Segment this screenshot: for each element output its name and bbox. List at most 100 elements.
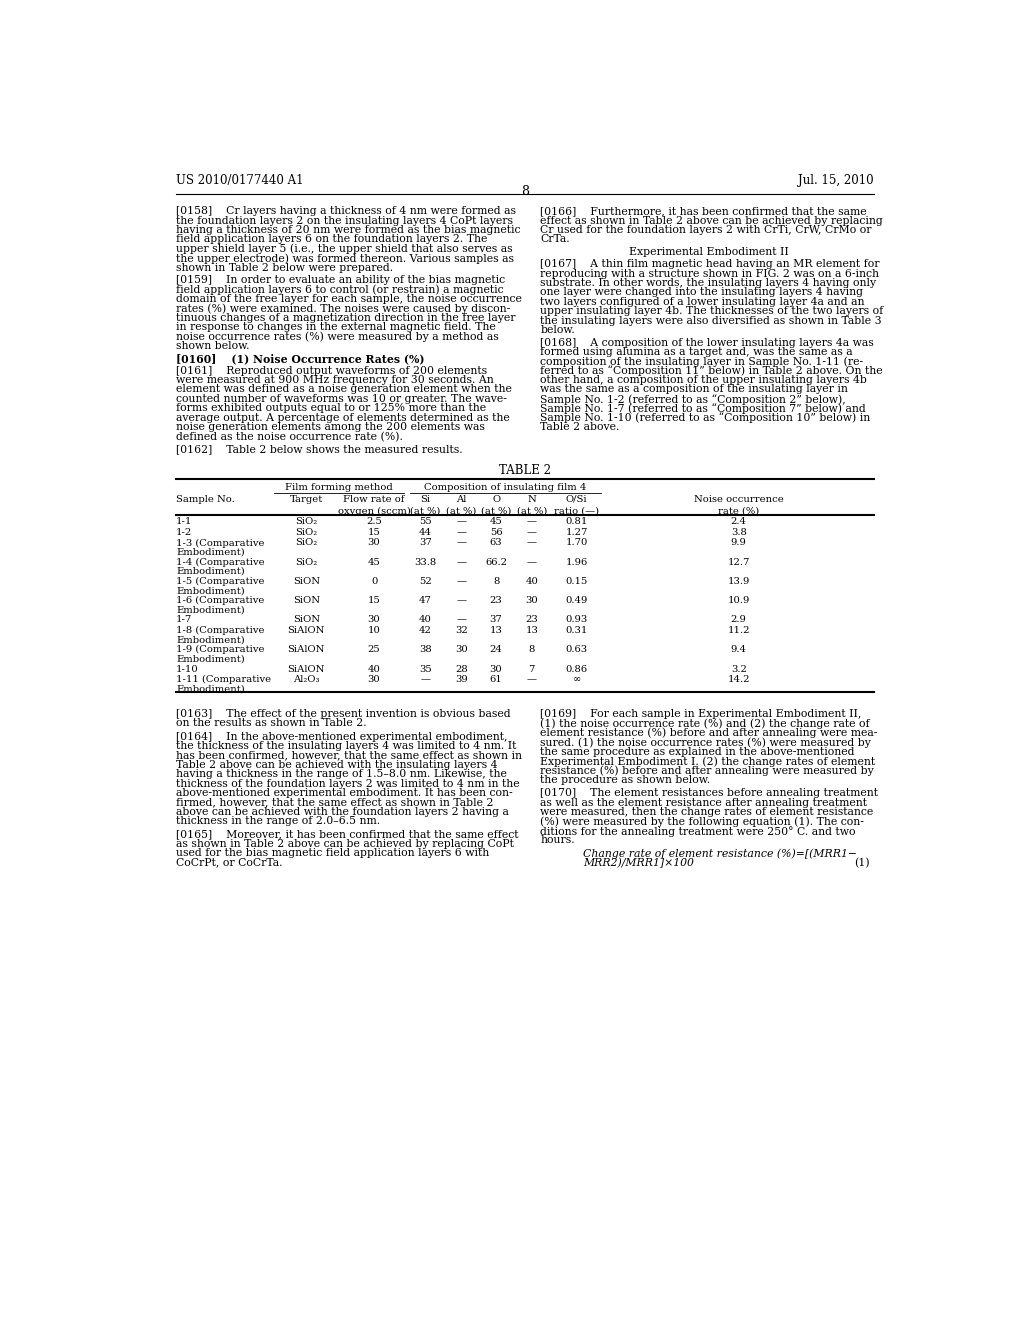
Text: 30: 30 [489,664,503,673]
Text: on the results as shown in Table 2.: on the results as shown in Table 2. [176,718,367,729]
Text: [0164]    In the above-mentioned experimental embodiment,: [0164] In the above-mentioned experiment… [176,731,508,742]
Text: thickness of the foundation layers 2 was limited to 4 nm in the: thickness of the foundation layers 2 was… [176,779,519,789]
Text: —: — [457,558,466,566]
Text: 40: 40 [419,615,432,624]
Text: Embodiment): Embodiment) [176,655,245,664]
Text: 25: 25 [368,645,381,655]
Text: 0.81: 0.81 [565,517,588,527]
Text: SiO₂: SiO₂ [295,528,317,537]
Text: O/Si
ratio (—): O/Si ratio (—) [554,495,599,515]
Text: 33.8: 33.8 [415,558,436,566]
Text: was the same as a composition of the insulating layer in: was the same as a composition of the ins… [541,384,848,395]
Text: N
(at %): N (at %) [516,495,547,515]
Text: SiO₂: SiO₂ [295,539,317,548]
Text: Table 2 above can be achieved with the insulating layers 4: Table 2 above can be achieved with the i… [176,760,498,770]
Text: 1-6 (Comparative: 1-6 (Comparative [176,597,264,606]
Text: 52: 52 [419,577,432,586]
Text: [0166]    Furthermore, it has been confirmed that the same: [0166] Furthermore, it has been confirme… [541,206,867,216]
Text: 44: 44 [419,528,432,537]
Text: having a thickness in the range of 1.5–8.0 nm. Likewise, the: having a thickness in the range of 1.5–8… [176,770,507,779]
Text: —: — [457,528,466,537]
Text: 45: 45 [368,558,381,566]
Text: in response to changes in the external magnetic field. The: in response to changes in the external m… [176,322,496,331]
Text: 8: 8 [493,577,500,586]
Text: (1): (1) [854,858,869,869]
Text: ∞: ∞ [572,676,581,684]
Text: rates (%) were examined. The noises were caused by discon-: rates (%) were examined. The noises were… [176,304,510,314]
Text: noise generation elements among the 200 elements was: noise generation elements among the 200 … [176,422,485,432]
Text: 1-5 (Comparative: 1-5 (Comparative [176,577,264,586]
Text: 1.70: 1.70 [565,539,588,548]
Text: 37: 37 [489,615,503,624]
Text: 1-9 (Comparative: 1-9 (Comparative [176,645,264,655]
Text: [0161]    Reproduced output waveforms of 200 elements: [0161] Reproduced output waveforms of 20… [176,366,487,376]
Text: 32: 32 [455,626,468,635]
Text: SiON: SiON [293,597,319,606]
Text: 2.9: 2.9 [731,615,746,624]
Text: were measured at 900 MHz frequency for 30 seconds. An: were measured at 900 MHz frequency for 3… [176,375,494,385]
Text: effect as shown in Table 2 above can be achieved by replacing: effect as shown in Table 2 above can be … [541,215,883,226]
Text: —: — [526,558,537,566]
Text: —: — [526,528,537,537]
Text: 30: 30 [368,615,381,624]
Text: element resistance (%) before and after annealing were mea-: element resistance (%) before and after … [541,727,878,738]
Text: 47: 47 [419,597,432,606]
Text: the same procedure as explained in the above-mentioned: the same procedure as explained in the a… [541,747,855,756]
Text: Film forming method: Film forming method [286,483,393,491]
Text: thickness in the range of 2.0–6.5 nm.: thickness in the range of 2.0–6.5 nm. [176,816,380,826]
Text: 1-8 (Comparative: 1-8 (Comparative [176,626,264,635]
Text: shown in Table 2 below were prepared.: shown in Table 2 below were prepared. [176,263,393,272]
Text: [0160]    (1) Noise Occurrence Rates (%): [0160] (1) Noise Occurrence Rates (%) [176,354,425,364]
Text: TABLE 2: TABLE 2 [499,465,551,477]
Text: Sample No.: Sample No. [176,495,234,504]
Text: Si
(at %): Si (at %) [411,495,440,515]
Text: 45: 45 [489,517,503,527]
Text: 23: 23 [525,615,539,624]
Text: 8: 8 [528,645,535,655]
Text: CoCrPt, or CoCrTa.: CoCrPt, or CoCrTa. [176,858,283,867]
Text: having a thickness of 20 nm were formed as the bias magnetic: having a thickness of 20 nm were formed … [176,224,520,235]
Text: upper shield layer 5 (i.e., the upper shield that also serves as: upper shield layer 5 (i.e., the upper sh… [176,244,513,255]
Text: [0162]    Table 2 below shows the measured results.: [0162] Table 2 below shows the measured … [176,444,463,454]
Text: [0163]    The effect of the present invention is obvious based: [0163] The effect of the present inventi… [176,709,511,719]
Text: (%) were measured by the following equation (1). The con-: (%) were measured by the following equat… [541,816,864,826]
Text: 63: 63 [489,539,503,548]
Text: 0.49: 0.49 [565,597,588,606]
Text: 23: 23 [489,597,503,606]
Text: counted number of waveforms was 10 or greater. The wave-: counted number of waveforms was 10 or gr… [176,393,507,404]
Text: 56: 56 [489,528,503,537]
Text: above can be achieved with the foundation layers 2 having a: above can be achieved with the foundatio… [176,807,509,817]
Text: 1-10: 1-10 [176,664,199,673]
Text: the foundation layers 2 on the insulating layers 4 CoPt layers: the foundation layers 2 on the insulatin… [176,215,513,226]
Text: were measured, then the change rates of element resistance: were measured, then the change rates of … [541,807,873,817]
Text: as well as the element resistance after annealing treatment: as well as the element resistance after … [541,797,867,808]
Text: element was defined as a noise generation element when the: element was defined as a noise generatio… [176,384,512,395]
Text: —: — [457,539,466,548]
Text: 0.63: 0.63 [565,645,588,655]
Text: [0169]    For each sample in Experimental Embodiment II,: [0169] For each sample in Experimental E… [541,709,861,719]
Text: 66.2: 66.2 [485,558,507,566]
Text: Embodiment): Embodiment) [176,568,245,576]
Text: Embodiment): Embodiment) [176,548,245,557]
Text: MRR2)/MRR1]×100: MRR2)/MRR1]×100 [583,858,694,869]
Text: 1-3 (Comparative: 1-3 (Comparative [176,539,264,548]
Text: [0158]    Cr layers having a thickness of 4 nm were formed as: [0158] Cr layers having a thickness of 4… [176,206,516,216]
Text: 35: 35 [419,664,432,673]
Text: 30: 30 [368,539,381,548]
Text: Noise occurrence
rate (%): Noise occurrence rate (%) [694,495,783,515]
Text: [0159]    In order to evaluate an ability of the bias magnetic: [0159] In order to evaluate an ability o… [176,275,505,285]
Text: 30: 30 [455,645,468,655]
Text: —: — [457,517,466,527]
Text: 40: 40 [525,577,539,586]
Text: Embodiment): Embodiment) [176,635,245,644]
Text: 8: 8 [521,185,528,198]
Text: 9.4: 9.4 [731,645,746,655]
Text: Experimental Embodiment II: Experimental Embodiment II [629,247,788,257]
Text: substrate. In other words, the insulating layers 4 having only: substrate. In other words, the insulatin… [541,279,877,288]
Text: 30: 30 [525,597,539,606]
Text: (1) the noise occurrence rate (%) and (2) the change rate of: (1) the noise occurrence rate (%) and (2… [541,718,870,729]
Text: tinuous changes of a magnetization direction in the free layer: tinuous changes of a magnetization direc… [176,313,515,322]
Text: 11.2: 11.2 [727,626,750,635]
Text: 1-11 (Comparative: 1-11 (Comparative [176,676,271,684]
Text: 3.2: 3.2 [731,664,746,673]
